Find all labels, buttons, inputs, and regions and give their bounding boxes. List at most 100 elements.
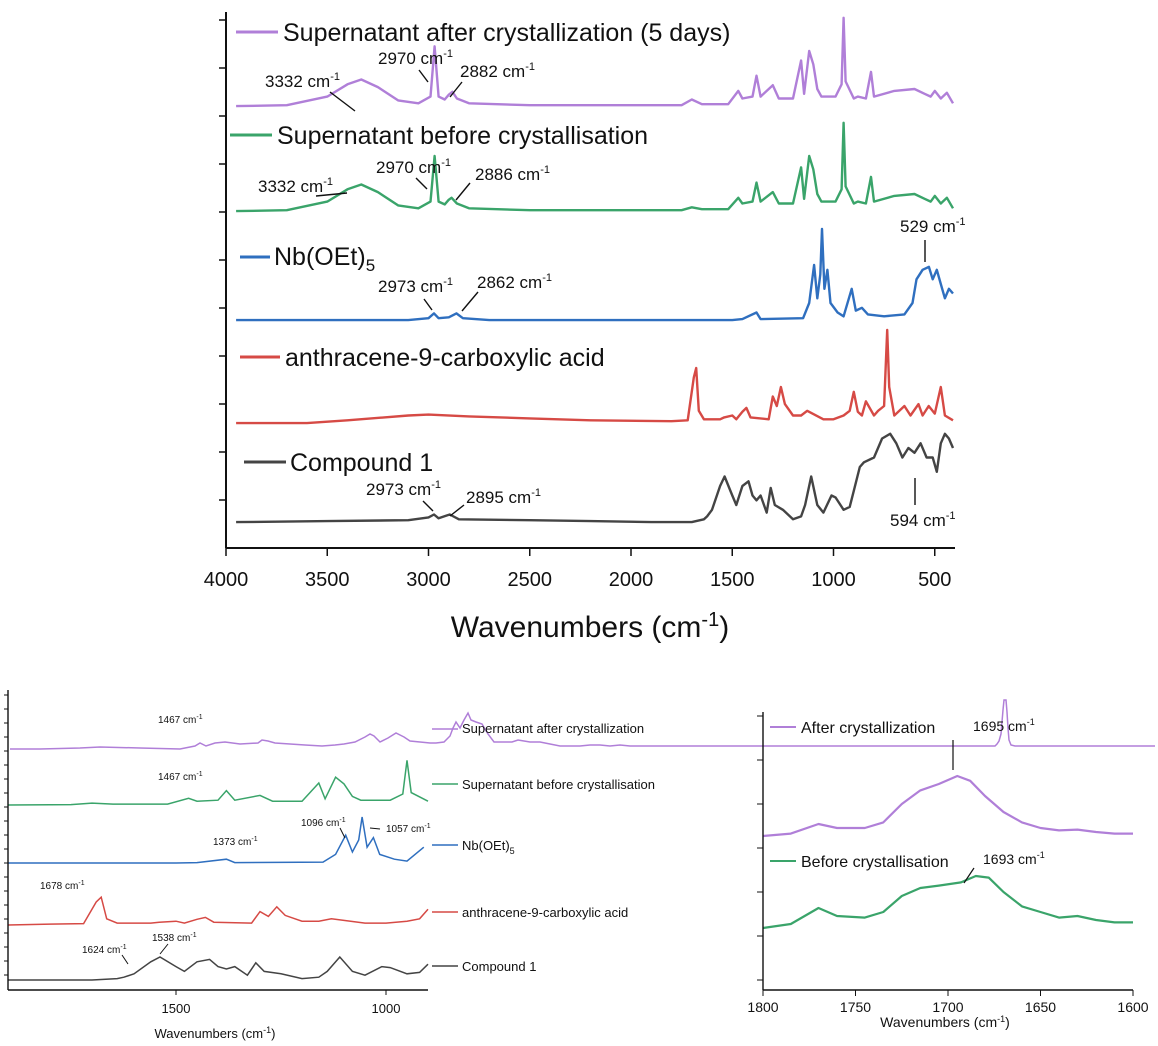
br-x-tick-label-0: 1800 bbox=[747, 999, 778, 1015]
top-x-axis-title: Wavenumbers (cm-1) bbox=[451, 609, 729, 644]
bl-series-line-1 bbox=[7, 760, 429, 806]
bl-legend-label-anthracene: anthracene-9-carboxylic acid bbox=[462, 905, 628, 920]
br-series-line-0 bbox=[762, 774, 1133, 838]
arrow-3332-a bbox=[329, 91, 356, 112]
bl-arrow-1096 bbox=[339, 827, 346, 839]
top-x-tick-label-0: 4000 bbox=[204, 569, 249, 591]
legend-label-supernatant-after: Supernatant after crystallization (5 day… bbox=[283, 19, 730, 47]
br-annot-1695: 1695 cm-1 bbox=[973, 717, 1035, 734]
bl-x-axis-title: Wavenumbers (cm-1) bbox=[155, 1025, 276, 1041]
arrow-2886 bbox=[455, 182, 471, 201]
bl-legend-label-before: Supernatant before crystallisation bbox=[462, 777, 655, 792]
bl-x-ticks: 1500 1000 bbox=[162, 990, 401, 1016]
br-x-tick-label-3: 1650 bbox=[1025, 999, 1056, 1015]
top-x-tick-label-3: 2500 bbox=[508, 569, 553, 591]
top-series-line-3 bbox=[236, 328, 954, 425]
br-x-tick-label-4: 1600 bbox=[1117, 999, 1148, 1015]
br-legend-label-before: Before crystallisation bbox=[801, 854, 949, 871]
top-series-line-4 bbox=[236, 432, 955, 524]
br-x-ticks: 1800 1750 1700 1650 1600 bbox=[747, 990, 1149, 1015]
bl-annot-1373: 1373 cm-1 bbox=[213, 836, 258, 848]
legend-label-supernatant-before: Supernatant before crystallisation bbox=[277, 122, 648, 150]
top-x-tick-label-4: 2000 bbox=[609, 569, 654, 591]
br-x-tick-label-2: 1700 bbox=[932, 999, 963, 1015]
annot-2973-a: 2973 cm-1 bbox=[378, 276, 453, 296]
br-series-line-1 bbox=[762, 874, 1133, 930]
arrow-2973-b bbox=[422, 500, 434, 512]
bl-annot-1467-b: 1467 cm-1 bbox=[158, 771, 203, 783]
bl-series-generated bbox=[7, 760, 429, 981]
bl-x-tick-label-1: 1000 bbox=[372, 1001, 401, 1016]
top-chart: 4000 3500 3000 2500 2000 1500 1000 500 Supernat… bbox=[204, 12, 966, 644]
bottom-right-chart: 1800 1750 1700 1650 1600 After crystallizati… bbox=[747, 712, 1149, 1030]
annot-3332-a: 3332 cm-1 bbox=[265, 71, 340, 91]
bl-annot-1538: 1538 cm-1 bbox=[152, 932, 197, 944]
top-x-tick-label-1: 3500 bbox=[305, 569, 350, 591]
top-y-ticks bbox=[219, 19, 226, 501]
top-x-tick-label-7: 500 bbox=[918, 569, 951, 591]
bl-annot-1678: 1678 cm-1 bbox=[40, 880, 85, 892]
top-series-line-1 bbox=[236, 121, 955, 213]
br-x-axis-title: Wavenumbers (cm-1) bbox=[880, 1014, 1010, 1030]
bl-series-line-4 bbox=[8, 955, 429, 981]
bl-legend-label-after: Supernatant after crystallization bbox=[462, 721, 644, 736]
legend-label-anthracene: anthracene-9-carboxylic acid bbox=[285, 344, 605, 372]
top-series-line-2 bbox=[236, 227, 954, 322]
arrow-2895 bbox=[449, 504, 465, 517]
bl-legend: Supernatant after crystallization Supern… bbox=[432, 721, 655, 974]
annot-2882: 2882 cm-1 bbox=[460, 61, 535, 81]
bl-series-line-3 bbox=[7, 895, 429, 926]
bl-annotation-arrows bbox=[121, 827, 381, 965]
annot-3332-b: 3332 cm-1 bbox=[258, 176, 333, 196]
bl-annotations: 1467 cm-1 1467 cm-1 1373 cm-1 1096 cm-1 … bbox=[40, 714, 431, 956]
arrow-2973-a bbox=[423, 298, 433, 311]
br-annot-1693: 1693 cm-1 bbox=[983, 850, 1045, 867]
br-legend: After crystallization Before crystallisa… bbox=[770, 720, 949, 871]
annot-2862: 2862 cm-1 bbox=[477, 272, 552, 292]
bl-y-ticks bbox=[4, 694, 8, 976]
bl-series-supernatant-after bbox=[10, 699, 1155, 750]
br-y-ticks bbox=[757, 715, 763, 981]
annot-2973-b: 2973 cm-1 bbox=[366, 479, 441, 499]
br-series-lines bbox=[762, 774, 1133, 930]
bl-series-lines bbox=[10, 699, 1155, 750]
top-series-line-0 bbox=[236, 16, 955, 108]
top-x-tick-label-6: 1000 bbox=[811, 569, 856, 591]
bl-legend-label-nb: Nb(OEt)5 bbox=[462, 838, 515, 856]
legend-label-nb-oet5: Nb(OEt)5 bbox=[274, 243, 375, 275]
top-x-ticks: 4000 3500 3000 2500 2000 1500 1000 500 bbox=[204, 548, 951, 591]
annot-594: 594 cm-1 bbox=[890, 510, 956, 530]
bl-x-tick-label-0: 1500 bbox=[162, 1001, 191, 1016]
top-x-tick-label-2: 3000 bbox=[406, 569, 451, 591]
bl-annot-1057: 1057 cm-1 bbox=[386, 823, 431, 835]
annot-2886: 2886 cm-1 bbox=[475, 164, 550, 184]
bl-series-line-2 bbox=[8, 816, 425, 864]
bl-legend-label-compound: Compound 1 bbox=[462, 959, 536, 974]
br-legend-label-after: After crystallization bbox=[801, 720, 935, 737]
annot-2970-a: 2970 cm-1 bbox=[378, 48, 453, 68]
annot-2970-b: 2970 cm-1 bbox=[376, 157, 451, 177]
bl-arrow-1057 bbox=[369, 827, 381, 830]
bl-arrow-1624 bbox=[121, 954, 129, 965]
arrow-3332-b bbox=[315, 192, 348, 197]
bl-annot-1096: 1096 cm-1 bbox=[301, 817, 346, 829]
legend-label-compound-1: Compound 1 bbox=[290, 449, 433, 477]
br-x-tick-label-1: 1750 bbox=[840, 999, 871, 1015]
arrow-2970-b bbox=[415, 177, 428, 190]
bl-arrow-1538 bbox=[159, 943, 169, 955]
top-x-tick-label-5: 1500 bbox=[710, 569, 755, 591]
bl-annot-1624: 1624 cm-1 bbox=[82, 944, 127, 956]
br-arrow-1693 bbox=[963, 867, 975, 884]
top-series-lines bbox=[236, 16, 955, 524]
arrow-2970-a bbox=[418, 69, 429, 83]
annot-529: 529 cm-1 bbox=[900, 216, 966, 236]
top-legend: Supernatant after crystallization (5 day… bbox=[230, 19, 730, 477]
arrow-2882 bbox=[449, 81, 463, 98]
top-annotations: 3332 cm-1 2970 cm-1 2882 cm-1 3332 cm-1 … bbox=[258, 48, 966, 530]
bl-annot-1467-a: 1467 cm-1 bbox=[158, 714, 203, 726]
annot-2895: 2895 cm-1 bbox=[466, 487, 541, 507]
bottom-left-chart: 1500 1000 Supernatant after crystallizati… bbox=[4, 690, 1155, 1041]
arrow-2862 bbox=[461, 291, 479, 312]
br-annotations: 1695 cm-1 1693 cm-1 bbox=[952, 717, 1045, 884]
